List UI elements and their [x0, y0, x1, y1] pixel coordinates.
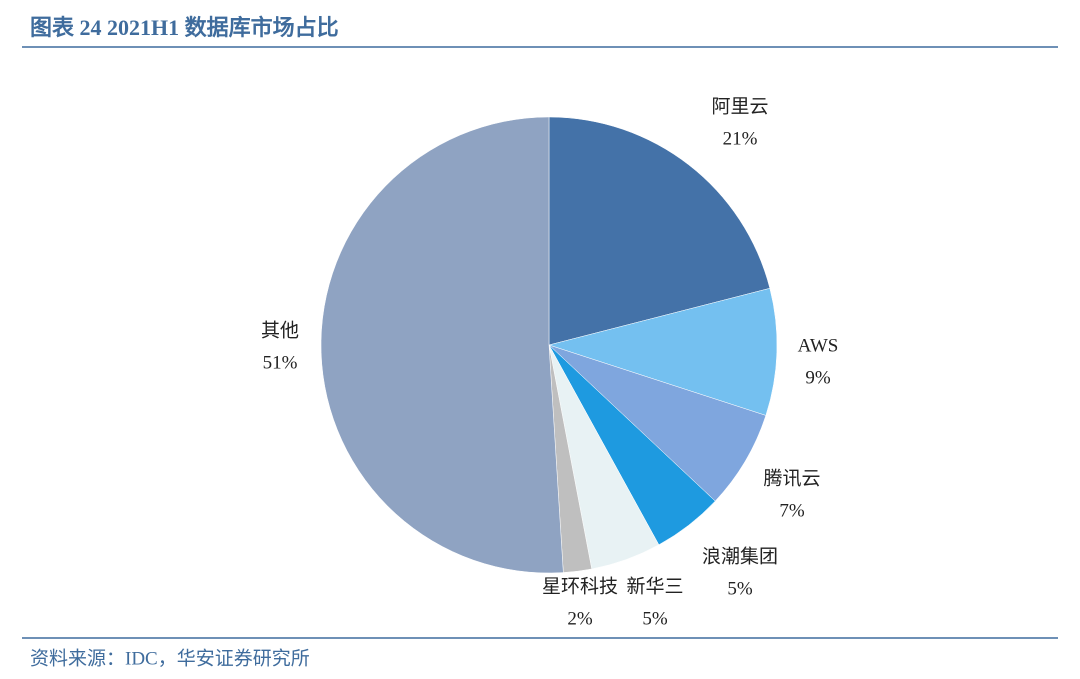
source-note: 资料来源：IDC，华安证券研究所 [30, 647, 310, 669]
value-label: 5% [642, 608, 668, 629]
value-label: 2% [567, 608, 593, 629]
slice-label: 腾讯云 [763, 467, 820, 489]
value-label: 9% [805, 367, 831, 388]
slice-label: 星环科技 [542, 575, 618, 597]
slice-label: 阿里云 [711, 95, 768, 117]
pie-slice [548, 116, 771, 346]
pie-slice [320, 116, 564, 574]
slice-label: 新华三 [626, 575, 683, 597]
chart-title: 图表 24 2021H1 数据库市场占比 [30, 15, 339, 40]
slice-label: 浪潮集团 [702, 545, 778, 567]
slice-label: 其他 [261, 319, 299, 341]
slice-label: AWS [798, 335, 839, 356]
value-label: 5% [727, 578, 753, 599]
value-label: 21% [723, 128, 758, 149]
value-label: 7% [779, 500, 805, 521]
value-label: 51% [263, 352, 298, 373]
pie-slice [548, 287, 778, 416]
